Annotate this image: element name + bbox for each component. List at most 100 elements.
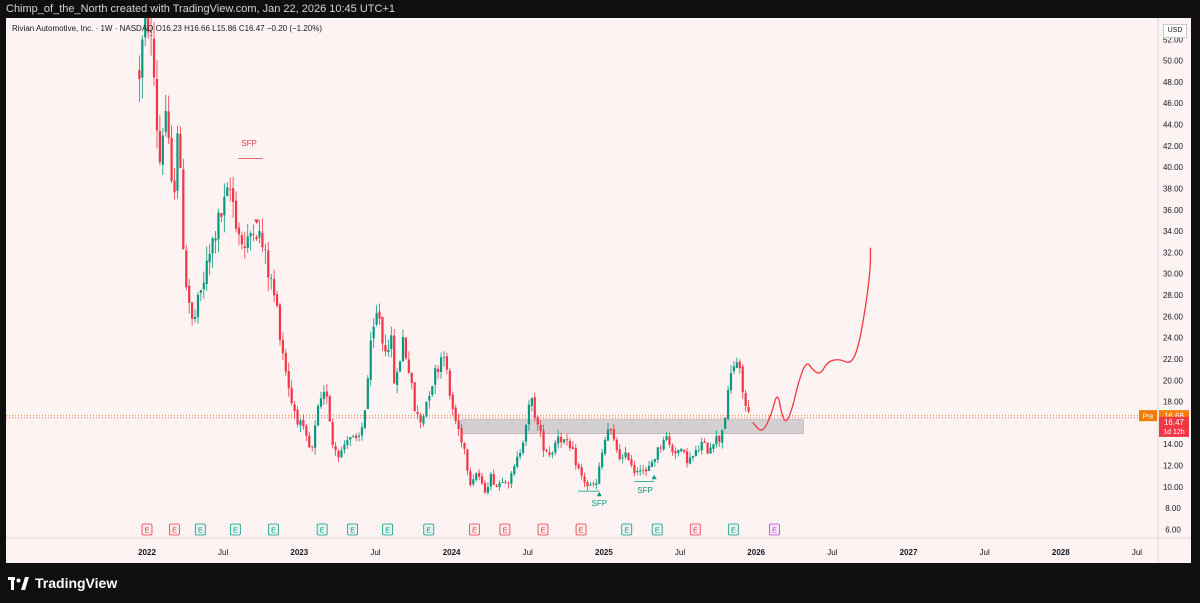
candle-body (606, 429, 610, 441)
candle-body (545, 449, 548, 452)
candle-body (255, 237, 258, 240)
earnings-badge (689, 523, 701, 536)
candle-body (463, 442, 466, 449)
candle-body (498, 483, 501, 488)
candle-body (448, 370, 451, 396)
legend-high: H16.66 (184, 24, 210, 33)
x-tick-label: Jul (675, 548, 685, 557)
candle-body (275, 294, 279, 306)
candle-body (267, 250, 270, 278)
candle-body (571, 446, 574, 450)
candle-body (603, 439, 607, 454)
candle-body (747, 406, 750, 412)
candle-body (601, 452, 604, 467)
sfp-down-marker (254, 219, 260, 225)
candle-body (480, 476, 484, 484)
candle-body (636, 471, 639, 473)
currency-button[interactable]: USD (1163, 24, 1187, 38)
candle-body (366, 378, 369, 410)
y-tick-label: 52.00 (1163, 35, 1184, 44)
candle-body (504, 481, 507, 483)
candle-body (662, 439, 665, 450)
sfp-up-marker (596, 491, 602, 497)
candle-body (150, 35, 153, 36)
candle-body (483, 482, 487, 493)
legend-close: C16.47 (238, 24, 265, 33)
candle-body (650, 462, 654, 468)
candle-body (659, 447, 662, 449)
candle-body (393, 335, 396, 384)
candle-body (647, 465, 651, 471)
candle-body (296, 409, 299, 425)
candle-body (726, 389, 730, 419)
last-price-tag (1159, 416, 1189, 437)
candle-body (357, 435, 361, 437)
earnings-badge-label: E (503, 528, 508, 535)
x-tick-label: 2025 (595, 548, 613, 557)
earnings-badge-label: E (579, 528, 584, 535)
pre-price-value: 16.68 (1164, 412, 1185, 421)
candle-body (586, 482, 589, 487)
candle-body (457, 420, 460, 430)
price-chart[interactable]: 6.008.0010.0012.0014.0016.0018.0020.0022… (6, 18, 1191, 563)
candle-body (674, 451, 677, 454)
candle-body (281, 339, 284, 354)
candle-body (548, 452, 551, 455)
candle-body (413, 382, 416, 412)
candle-body (378, 311, 381, 319)
earnings-badge (469, 523, 480, 536)
candle-body (688, 457, 692, 464)
tradingview-logo[interactable]: TradingView (8, 575, 117, 591)
candle-body (410, 372, 413, 383)
y-tick-label: 22.00 (1163, 355, 1184, 364)
candle-body (302, 419, 305, 427)
candle-body (384, 345, 387, 352)
x-tick-label: Jul (827, 548, 837, 557)
candle-body (519, 453, 522, 457)
candle-body (237, 227, 241, 235)
earnings-badge-label: E (145, 528, 150, 535)
candle-body (653, 459, 656, 462)
candle-body (706, 442, 709, 454)
x-tick-label: 2028 (1052, 548, 1070, 557)
candle-body (513, 466, 516, 475)
x-tick-label: Jul (523, 548, 533, 557)
earnings-badge-label: E (271, 528, 276, 535)
candle-body (369, 340, 372, 380)
candle-body (486, 487, 490, 493)
x-tick-label: 2023 (290, 548, 308, 557)
attribution-bar: Chimp_of_the_North created with TradingV… (0, 0, 1200, 18)
candle-body (501, 482, 504, 483)
candle-body (580, 467, 583, 476)
candle-body (390, 335, 393, 350)
candle-body (560, 437, 563, 443)
price-scale (1158, 18, 1191, 563)
candle-body (293, 404, 296, 412)
earnings-badge-label: E (426, 528, 431, 535)
candle-body (437, 368, 440, 372)
candle-body (284, 353, 287, 372)
y-tick-label: 44.00 (1163, 121, 1184, 130)
candle-body (179, 133, 182, 168)
candle-body (466, 449, 469, 471)
candle-body (252, 234, 255, 236)
candle-body (138, 69, 141, 80)
chart-pane[interactable]: 6.008.0010.0012.0014.0016.0018.0020.0022… (6, 18, 1191, 563)
candle-body (202, 282, 205, 290)
candle-body (562, 439, 566, 443)
earnings-badge-label: E (172, 528, 177, 535)
candle-body (454, 407, 457, 422)
earnings-badge (194, 523, 206, 536)
candle-body (618, 449, 621, 460)
candle-body (431, 386, 434, 395)
price-projection-path (752, 247, 872, 431)
candle-body (328, 395, 331, 422)
candle-body (158, 130, 161, 163)
candle-body (164, 111, 167, 132)
x-tick-label: 2027 (900, 548, 918, 557)
candle-body (407, 359, 410, 373)
y-tick-label: 26.00 (1163, 312, 1184, 321)
candle-body (314, 425, 317, 448)
candle-body (744, 393, 747, 406)
candle-body (264, 249, 267, 250)
